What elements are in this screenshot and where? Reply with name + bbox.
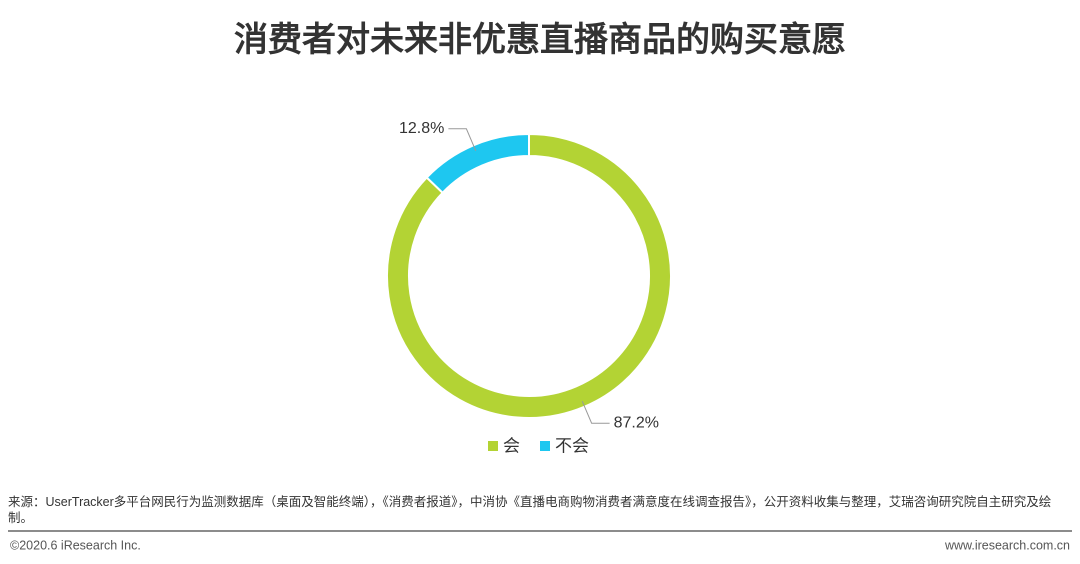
value-label: 12.8% [399,120,444,137]
legend-swatch [488,441,498,451]
leader-line [581,400,610,424]
legend-label: 不会 [555,436,589,455]
value-label: 87.2% [614,414,659,431]
donut-segment [386,132,672,419]
leader-line [448,128,477,152]
legend-swatch [540,441,550,451]
source-note: 来源：UserTracker多平台网民行为监测数据库（桌面及智能终端），《消费者… [8,495,1052,525]
website: www.iresearch.com.cn [944,538,1070,552]
copyright: ©2020.6 iResearch Inc. [10,538,141,552]
source-box: 来源：UserTracker多平台网民行为监测数据库（桌面及智能终端），《消费者… [8,495,1052,525]
donut-segment [425,132,530,195]
chart-title: 消费者对未来非优惠直播商品的购买意愿 [234,21,846,59]
legend-label: 会 [503,436,520,455]
